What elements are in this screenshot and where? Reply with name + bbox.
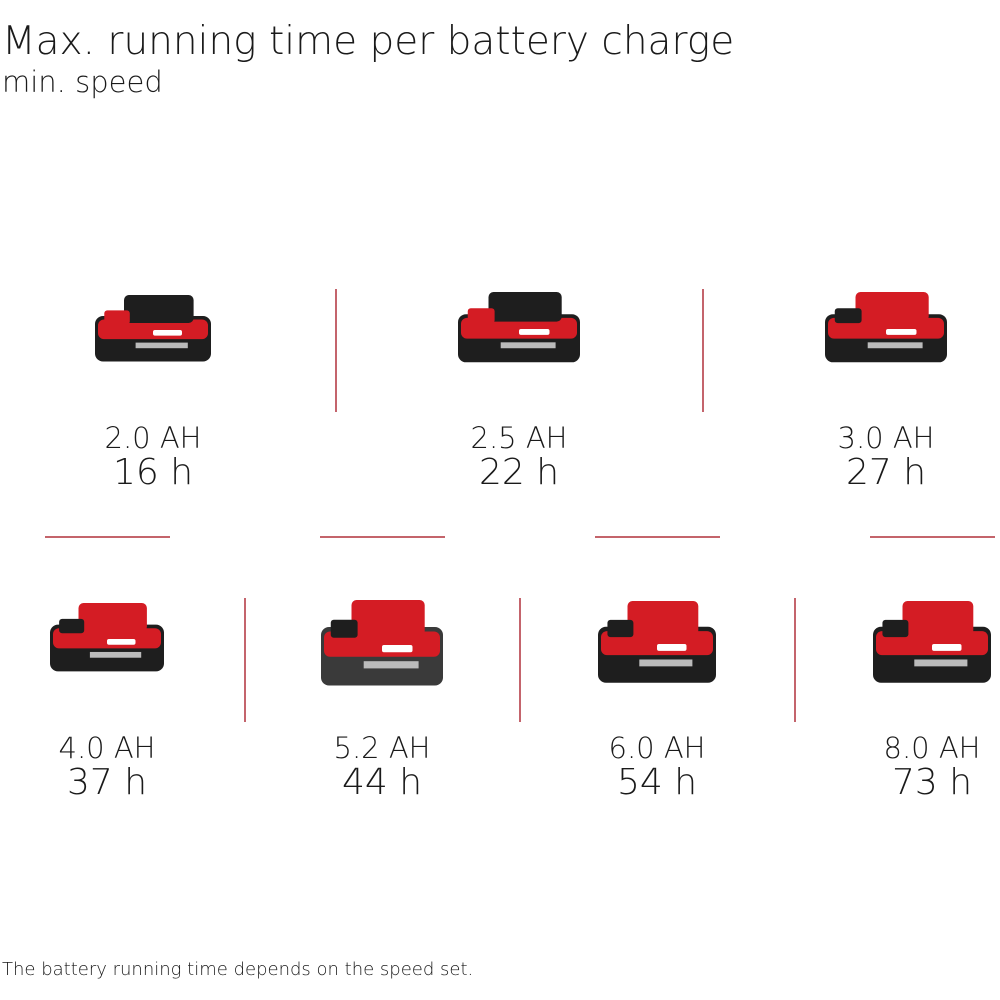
battery-logo [107, 639, 136, 645]
battery-logo [382, 645, 413, 653]
battery-top [78, 603, 147, 632]
capacity: 4.0 AH [59, 731, 156, 765]
battery-label [639, 659, 693, 667]
battery-label [914, 659, 968, 667]
battery-label [363, 661, 419, 669]
runtime: 44 h [342, 762, 422, 803]
capacity: 5.2 AH [334, 731, 431, 765]
battery-latch [104, 310, 130, 325]
title: Max. running time per battery charge [2, 19, 734, 64]
capacity: 3.0 AH [838, 421, 935, 455]
runtime: 22 h [479, 452, 559, 493]
battery-latch [467, 308, 495, 324]
runtime: 16 h [113, 452, 193, 493]
runtime: 73 h [892, 762, 972, 803]
battery-label [135, 342, 188, 349]
battery-logo [519, 329, 550, 335]
runtime: 27 h [846, 452, 926, 493]
battery-top [351, 600, 425, 636]
battery-latch [607, 619, 634, 638]
runtime: 54 h [617, 762, 697, 803]
battery-latch [882, 619, 909, 638]
battery-top [902, 601, 974, 636]
battery-latch [330, 619, 358, 638]
battery-logo [932, 644, 962, 651]
battery-label [89, 651, 142, 658]
battery-top [627, 601, 699, 636]
battery-top [488, 292, 562, 322]
battery-latch [59, 618, 85, 634]
separators [45, 289, 995, 722]
battery-logo [657, 644, 687, 651]
battery-top [124, 295, 194, 323]
runtime: 37 h [67, 762, 147, 803]
battery-label [867, 342, 923, 349]
footnote: The battery running time depends on the … [2, 959, 473, 980]
battery-logo [153, 330, 182, 336]
battery-logo [886, 329, 917, 335]
capacity: 2.5 AH [471, 421, 568, 455]
capacity: 2.0 AH [105, 421, 202, 455]
battery-latch [834, 308, 862, 324]
battery-top [855, 292, 929, 322]
capacity: 8.0 AH [884, 731, 981, 765]
battery-label [500, 342, 556, 349]
subtitle: min. speed [2, 65, 163, 99]
capacity: 6.0 AH [609, 731, 706, 765]
